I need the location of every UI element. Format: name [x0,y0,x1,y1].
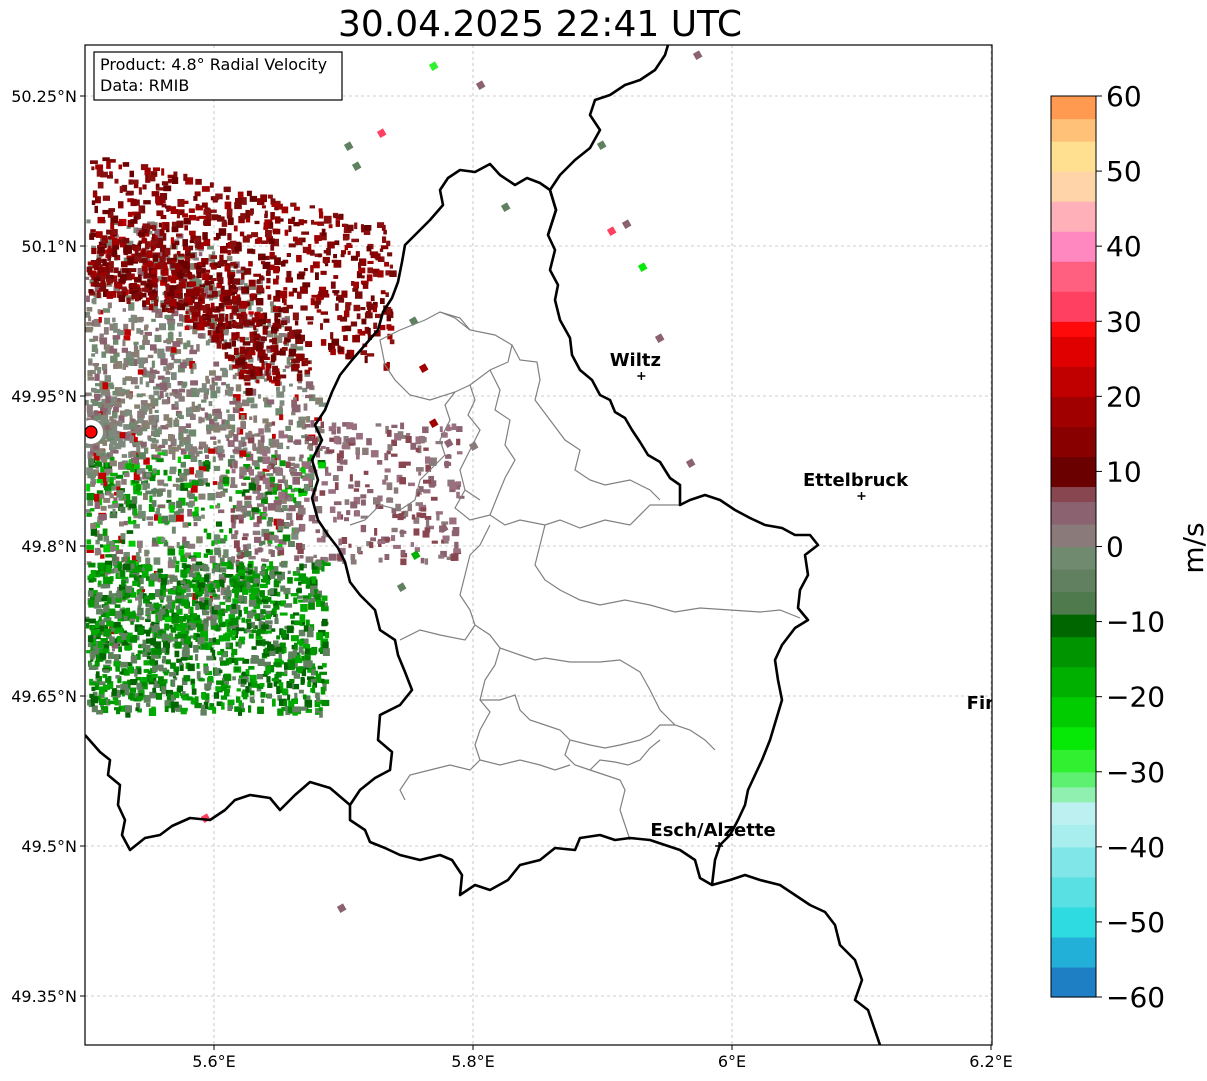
x-tick-label: 5.8°E [451,1052,495,1071]
colorbar-segment [1051,336,1096,367]
colorbar-label: m/s [1177,522,1207,573]
colorbar-segment [1051,523,1096,548]
colorbar-segment [1051,801,1096,825]
colorbar-segment [1051,696,1096,728]
colorbar-segment [1051,936,1096,968]
y-tick-label: 49.8°N [21,537,77,556]
colorbar-segment [1051,824,1096,848]
colorbar-segment [1051,366,1096,397]
colorbar-segment [1051,118,1096,142]
colorbar-segment [1051,171,1096,202]
country-borders [85,45,882,1045]
colorbar-segment [1051,96,1096,120]
city-label: Findel [967,693,1030,714]
colorbar-segment [1051,591,1096,615]
colorbar-segment [1051,261,1096,292]
colorbar-segment [1051,141,1096,172]
colorbar-segment [1051,906,1096,938]
info-box: Product: 4.8° Radial Velocity Data: RMIB [93,51,343,101]
colorbar-segment [1051,876,1096,908]
x-tick-label: 6°E [718,1052,746,1071]
colorbar-segment [1051,291,1096,322]
colorbar-tick-label: 0 [1106,531,1124,564]
colorbar-tick-label: 50 [1106,155,1142,188]
colorbar-tick-label: −20 [1106,681,1165,714]
y-tick-label: 50.1°N [21,237,77,256]
colorbar-segment [1051,771,1096,788]
city-label: Ettelbruck [803,470,909,491]
colorbar-tick-label: −10 [1106,606,1165,639]
colorbar-tick-label: −60 [1106,981,1165,1014]
y-tick-label: 49.5°N [21,837,77,856]
city-label: Wiltz [610,350,661,371]
y-tick-label: 49.35°N [11,987,77,1006]
colorbar-tick-label: 30 [1106,305,1142,338]
colorbar-segment [1051,396,1096,427]
city-label: Esch/Alzette [650,820,775,841]
colorbar-segment [1051,501,1096,525]
y-tick-label: 49.95°N [11,387,77,406]
colorbar-segment [1051,749,1096,773]
colorbar-tick-label: −30 [1106,756,1165,789]
y-tick-label: 49.65°N [11,687,77,706]
colorbar-tick-label: 20 [1106,380,1142,413]
colorbar-segment [1051,786,1096,803]
radar-echoes [85,50,703,913]
x-tick-label: 6.2°E [969,1052,1013,1071]
colorbar-tick-label: 10 [1106,455,1142,488]
colorbar-tick-label: −50 [1106,906,1165,939]
canton-boundaries [349,311,801,841]
colorbar-segment [1051,726,1096,750]
info-data: Data: RMIB [100,76,189,95]
colorbar-segments [1051,96,1096,998]
colorbar-segment [1051,456,1096,488]
colorbar-segment [1051,966,1096,998]
colorbar-segment [1051,231,1096,262]
radar-site-dot [85,425,98,439]
x-tick-label: 5.6°E [192,1052,236,1071]
radar-site-marker [85,420,103,444]
plot-frame [84,44,993,1046]
y-axis-ticks: 50.25°N 50.1°N 49.95°N 49.8°N 49.65°N 49.5°N 4… [11,87,85,1006]
colorbar-segment [1051,666,1096,698]
colorbar-segment [1051,486,1096,503]
colorbar-segment [1051,321,1096,337]
colorbar-ticks: 60 50 40 30 20 10 0 −10 −20 −30 −40 −50 −60 [1096,80,1165,1014]
colorbar-segment [1051,201,1096,232]
map-title: 30.04.2025 22:41 UTC [337,4,743,45]
colorbar-tick-label: 60 [1106,80,1142,113]
colorbar-segment [1051,614,1096,638]
colorbar-segment [1051,546,1096,570]
colorbar-segment [1051,846,1096,878]
info-product: Product: 4.8° Radial Velocity [100,55,327,74]
colorbar-tick-label: −40 [1106,831,1165,864]
colorbar-segment [1051,569,1096,593]
colorbar-segment [1051,636,1096,668]
colorbar-segment [1051,426,1096,457]
city-markers: Wiltz Ettelbruck Findel Esch/Alzette [610,350,1030,850]
x-axis-ticks: 5.6°E5.8°E6°E6.2°E6.4°E6.6°E [192,1045,1013,1071]
colorbar-tick-label: 40 [1106,230,1142,263]
y-tick-label: 50.25°N [11,87,77,106]
